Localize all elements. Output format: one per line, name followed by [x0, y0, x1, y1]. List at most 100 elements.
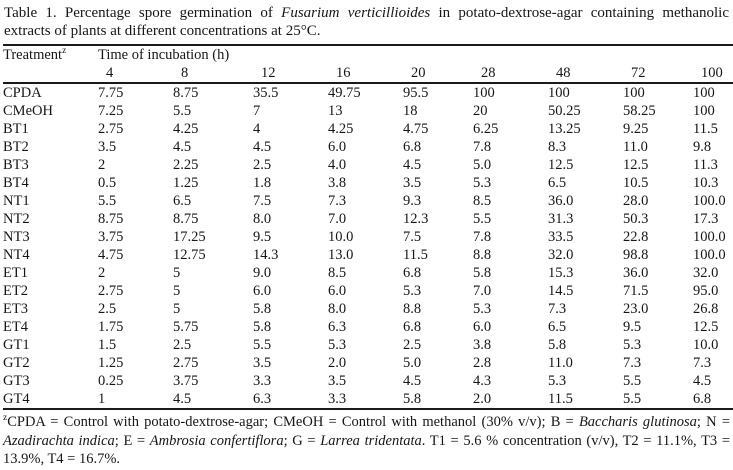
- value-cell: 2.5: [253, 157, 272, 173]
- value-cell: 4.25: [328, 121, 354, 137]
- value-cell: 49.75: [328, 85, 361, 101]
- time-column-header: 20: [403, 64, 473, 84]
- value-cell: 32.0: [548, 247, 574, 263]
- treatment-cell: NT3: [3, 229, 30, 245]
- value-cell: 3.5: [253, 355, 272, 371]
- value-cell: 7.3: [328, 193, 347, 209]
- value-cell: 95.0: [693, 283, 719, 299]
- value-cell: 5.3: [473, 175, 492, 191]
- value-cell: 4.5: [403, 157, 422, 173]
- value-cell: 8.5: [328, 265, 347, 281]
- value-cell: 4: [253, 121, 261, 137]
- table-row: BT4 0.5 1.25 1.8 3.8 3.5 5.3 6.5 10.5 10.3: [3, 174, 733, 192]
- value-cell: 14.5: [548, 283, 574, 299]
- treatment-column-header: Treatmentz: [3, 46, 67, 63]
- time-column-header: 16: [328, 64, 403, 84]
- value-cell: 7.3: [623, 355, 642, 371]
- table-header: Treatmentz Time of incubation (h) 4 8 12 16…: [3, 45, 733, 84]
- value-cell: 50.3: [623, 211, 649, 227]
- value-cell: 12.3: [403, 211, 429, 227]
- value-cell: 6.8: [403, 139, 422, 155]
- value-cell: 11.5: [403, 247, 428, 263]
- value-cell: 7.25: [98, 103, 124, 119]
- value-cell: 2: [98, 157, 106, 173]
- value-cell: 5.5: [253, 337, 272, 353]
- value-cell: 2.0: [328, 355, 347, 371]
- table-row: GT3 0.25 3.75 3.3 3.5 4.5 4.3 5.3 5.5 4.5: [3, 372, 733, 390]
- value-cell: 7.8: [473, 229, 492, 245]
- table-row: ET1 2 5 9.0 8.5 6.8 5.8 15.3 36.0 32.0: [3, 264, 733, 282]
- time-columns-row: 4 8 12 16 20 28 48 72 100: [3, 64, 733, 84]
- value-cell: 2.75: [98, 121, 124, 137]
- time-column-header: 8: [173, 64, 253, 84]
- value-cell: 3.5: [328, 373, 347, 389]
- treatment-cell: GT2: [3, 355, 30, 371]
- group-header-row: Treatmentz Time of incubation (h): [3, 45, 733, 64]
- value-cell: 12.75: [173, 247, 206, 263]
- value-cell: 1.25: [98, 355, 124, 371]
- value-cell: 2: [98, 265, 106, 281]
- value-cell: 13.25: [548, 121, 581, 137]
- table-row: NT2 8.75 8.75 8.0 7.0 12.3 5.5 31.3 50.3 17.3: [3, 210, 733, 228]
- table-row: BT1 2.75 4.25 4 4.25 4.75 6.25 13.25 9.25 11.5: [3, 120, 733, 138]
- value-cell: 11.0: [623, 139, 648, 155]
- value-cell: 15.3: [548, 265, 574, 281]
- value-cell: 10.3: [693, 175, 719, 191]
- value-cell: 32.0: [693, 265, 719, 281]
- germination-table: Treatmentz Time of incubation (h) 4 8 12 16…: [3, 44, 733, 410]
- value-cell: 8.0: [328, 301, 347, 317]
- treatment-cell: NT4: [3, 247, 30, 263]
- value-cell: 28.0: [623, 193, 649, 209]
- value-cell: 4.0: [328, 157, 347, 173]
- value-cell: 6.5: [548, 175, 567, 191]
- value-cell: 7.8: [473, 139, 492, 155]
- treatment-cell: NT1: [3, 193, 30, 209]
- value-cell: 6.8: [403, 265, 422, 281]
- value-cell: 12.5: [623, 157, 649, 173]
- value-cell: 10.5: [623, 175, 649, 191]
- treatment-cell: ET1: [3, 265, 28, 281]
- value-cell: 2.75: [173, 355, 199, 371]
- value-cell: 5.0: [473, 157, 492, 173]
- table-body: CPDA 7.75 8.75 35.5 49.75 95.5 100 100 100 100 CMe…: [3, 83, 733, 410]
- value-cell: 5.8: [473, 265, 492, 281]
- empty-header-cell: [3, 64, 98, 84]
- value-cell: 33.5: [548, 229, 574, 245]
- value-cell: 4.5: [173, 139, 192, 155]
- value-cell: 6.5: [173, 193, 192, 209]
- treatment-cell: GT3: [3, 373, 30, 389]
- value-cell: 20: [473, 103, 488, 119]
- value-cell: 2.5: [173, 337, 192, 353]
- table-row: GT2 1.25 2.75 3.5 2.0 5.0 2.8 11.0 7.3 7.3: [3, 354, 733, 372]
- value-cell: 13.0: [328, 247, 354, 263]
- value-cell: 2.25: [173, 157, 199, 173]
- value-cell: 9.5: [623, 319, 642, 335]
- value-cell: 6.0: [328, 139, 347, 155]
- value-cell: 0.5: [98, 175, 117, 191]
- time-column-header: 4: [98, 64, 173, 84]
- value-cell: 4.25: [173, 121, 199, 137]
- value-cell: 3.5: [403, 175, 422, 191]
- value-cell: 6.3: [328, 319, 347, 335]
- value-cell: 11.5: [693, 121, 718, 137]
- table-row: CMeOH 7.25 5.5 7 13 18 20 50.25 58.25 100: [3, 102, 733, 120]
- time-column-header: 28: [473, 64, 548, 84]
- value-cell: 100: [623, 85, 645, 101]
- value-cell: 12.5: [693, 319, 719, 335]
- value-cell: 3.3: [253, 373, 272, 389]
- value-cell: 9.3: [403, 193, 422, 209]
- time-column-header: 12: [253, 64, 328, 84]
- value-cell: 1.75: [98, 319, 124, 335]
- value-cell: 2.0: [473, 390, 548, 410]
- table-row: ET4 1.75 5.75 5.8 6.3 6.8 6.0 6.5 9.5 12.5: [3, 318, 733, 336]
- value-cell: 7: [253, 103, 261, 119]
- value-cell: 6.5: [548, 319, 567, 335]
- table-row: CPDA 7.75 8.75 35.5 49.75 95.5 100 100 100 100: [3, 83, 733, 102]
- value-cell: 50.25: [548, 103, 581, 119]
- value-cell: 5.5: [623, 390, 693, 410]
- value-cell: 5.3: [623, 337, 642, 353]
- value-cell: 8.3: [548, 139, 567, 155]
- treatment-cell: BT4: [3, 175, 29, 191]
- value-cell: 6.0: [473, 319, 492, 335]
